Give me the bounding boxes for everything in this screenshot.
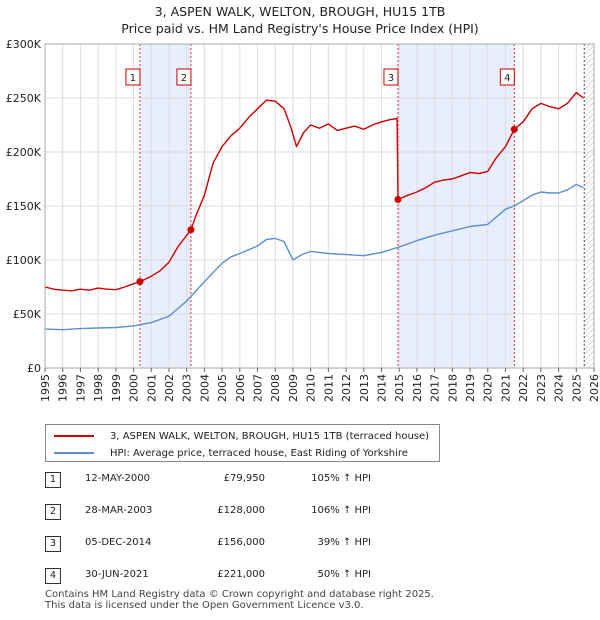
chart-subtitle: Price paid vs. HM Land Registry's House … [121, 21, 479, 36]
x-tick-label: 2019 [464, 374, 477, 402]
x-tick-label: 2003 [181, 374, 194, 402]
transaction-point [394, 196, 402, 204]
transaction-label: 1 [130, 73, 136, 84]
x-tick-label: 1996 [57, 374, 70, 402]
transaction-label-box [125, 68, 141, 86]
transaction-number-badge: 1 [45, 472, 61, 488]
series-line-hpi [44, 183, 584, 331]
y-tick-label: £100K [6, 254, 42, 267]
transaction-label: 2 [181, 73, 187, 84]
transaction-label: 4 [504, 73, 510, 84]
y-tick-label: £150K [6, 200, 42, 213]
y-tick-label: £250K [6, 92, 42, 105]
x-tick-label: 2009 [287, 374, 300, 402]
transaction-date: 12-MAY-2000 [85, 473, 151, 484]
footer-line-licence: This data is licensed under the Open Gov… [45, 600, 364, 611]
x-tick-label: 2023 [535, 374, 548, 402]
x-tick-label: 1997 [74, 374, 87, 402]
legend-item-property: 3, ASPEN WALK, WELTON, BROUGH, HU15 1TB … [54, 428, 429, 444]
y-tick-label: £200K [6, 146, 42, 159]
x-tick-label: 2022 [517, 374, 530, 402]
x-tick-label: 2008 [269, 374, 282, 402]
x-tick-label: 2021 [499, 374, 512, 402]
price-chart: 1 2 3 4 £0 £50K £100K £150K £200K £250K £300K 1995… [6, 38, 600, 402]
transaction-hpi-change: 50% ↑ HPI [317, 569, 371, 580]
y-tick-label: £50K [13, 308, 42, 321]
table-row: 4 30-JUN-2021 £221,000 50% ↑ HPI [45, 568, 445, 584]
x-tick-label: 2001 [145, 374, 158, 402]
x-tick-label: 2025 [570, 374, 583, 402]
x-tick-label: 2002 [163, 374, 176, 402]
transaction-point [187, 226, 195, 234]
x-tick-label: 2012 [340, 374, 353, 402]
table-row: 3 05-DEC-2014 £156,000 39% ↑ HPI [45, 536, 445, 552]
transaction-number-badge: 3 [45, 536, 61, 552]
footer-attribution: Contains HM Land Registry data © Crown c… [45, 589, 434, 611]
transaction-label-box [499, 68, 515, 86]
transaction-price: £79,950 [223, 473, 265, 484]
transaction-price: £221,000 [217, 569, 265, 580]
transaction-hpi-change: 39% ↑ HPI [317, 537, 371, 548]
chart-title: 3, ASPEN WALK, WELTON, BROUGH, HU15 1TB [154, 4, 446, 19]
footer-line-copyright: Contains HM Land Registry data © Crown c… [45, 589, 434, 600]
x-tick-label: 1995 [39, 374, 52, 402]
transaction-date: 28-MAR-2003 [85, 505, 153, 516]
x-tick-label: 2026 [588, 374, 600, 402]
chart-title-block: 3, ASPEN WALK, WELTON, BROUGH, HU15 1TB … [0, 3, 600, 37]
y-tick-label: £0 [27, 362, 41, 375]
x-tick-label: 2011 [322, 374, 335, 402]
x-tick-label: 2018 [446, 374, 459, 402]
x-tick-label: 1999 [110, 374, 123, 402]
legend-label-property: 3, ASPEN WALK, WELTON, BROUGH, HU15 1TB … [110, 430, 430, 442]
legend-label-hpi: HPI: Average price, terraced house, East… [110, 447, 408, 459]
transaction-price: £128,000 [217, 505, 265, 516]
plot-frame [44, 43, 595, 369]
y-tick-label: £300K [6, 38, 42, 51]
transaction-hpi-change: 106% ↑ HPI [311, 505, 371, 516]
legend: 3, ASPEN WALK, WELTON, BROUGH, HU15 1TB … [45, 424, 440, 462]
transaction-label-box [176, 68, 192, 86]
x-tick-label: 2015 [393, 374, 406, 402]
transaction-label-box [383, 68, 399, 86]
transaction-number-badge: 2 [45, 504, 61, 520]
transaction-date: 30-JUN-2021 [85, 569, 149, 580]
table-row: 1 12-MAY-2000 £79,950 105% ↑ HPI [45, 472, 445, 488]
x-tick-label: 2007 [252, 374, 265, 402]
table-row: 2 28-MAR-2003 £128,000 106% ↑ HPI [45, 504, 445, 520]
transaction-point [510, 125, 518, 133]
x-tick-label: 2024 [553, 374, 566, 402]
transaction-date: 05-DEC-2014 [85, 537, 152, 548]
transaction-number-badge: 4 [45, 568, 61, 584]
legend-swatch-hpi [54, 452, 94, 454]
legend-swatch-property [54, 435, 94, 437]
transaction-point [136, 278, 144, 286]
x-tick-label: 2014 [375, 374, 388, 402]
transaction-label: 3 [388, 73, 394, 84]
x-tick-label: 2000 [128, 374, 141, 402]
x-tick-label: 2013 [358, 374, 371, 402]
x-tick-label: 2004 [198, 374, 211, 402]
transaction-hpi-change: 105% ↑ HPI [311, 473, 371, 484]
x-tick-label: 2016 [411, 374, 424, 402]
x-tick-label: 2010 [305, 374, 318, 402]
x-tick-label: 2005 [216, 374, 229, 402]
x-tick-label: 1998 [92, 374, 105, 402]
legend-item-hpi: HPI: Average price, terraced house, East… [54, 445, 408, 461]
transaction-price: £156,000 [217, 537, 265, 548]
x-tick-label: 2020 [482, 374, 495, 402]
x-tick-label: 2006 [234, 374, 247, 402]
x-tick-label: 2017 [429, 374, 442, 402]
